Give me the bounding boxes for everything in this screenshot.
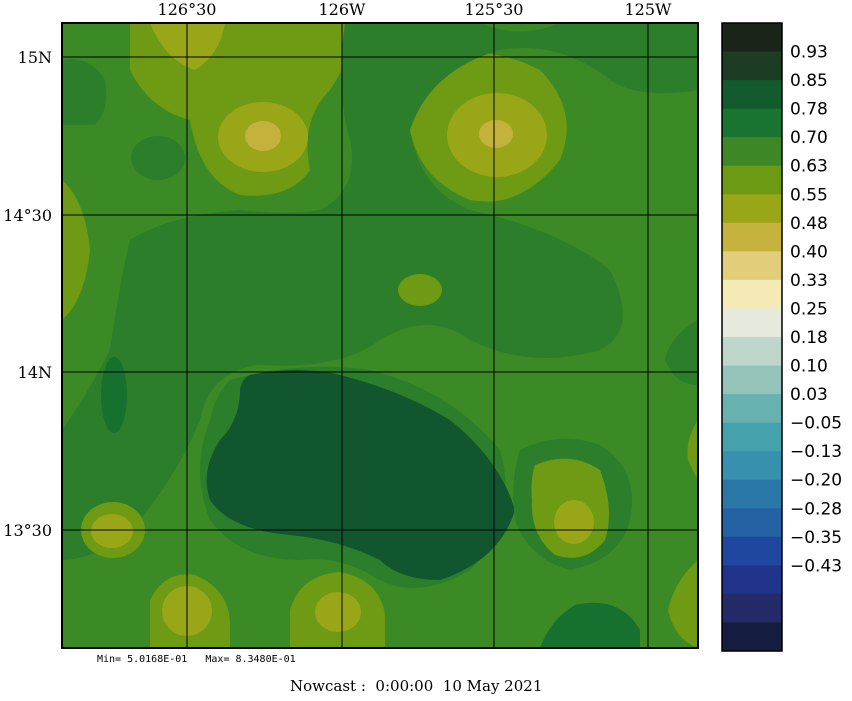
- colorbar-tick-label: 0.63: [790, 157, 828, 177]
- colorbar-tick-label: 0.03: [790, 385, 828, 405]
- band-l1: [245, 121, 281, 151]
- colorbar-swatch: [722, 308, 782, 338]
- colorbar-swatch: [722, 251, 782, 281]
- band-l3: [398, 274, 442, 306]
- band-l4: [460, 589, 519, 648]
- colorbar-swatch: [722, 451, 782, 481]
- colorbar-tick-label: 0.48: [790, 214, 828, 234]
- forecast-timestamp: Nowcast : 0:00:00 10 May 2021: [290, 677, 543, 695]
- band-l5: [131, 136, 185, 180]
- band-l7: [206, 370, 515, 580]
- map-gridlines: [62, 23, 698, 648]
- band-l6: [540, 602, 640, 648]
- x-axis-label: 125°30: [465, 0, 524, 19]
- colorbar-tick-label: −0.28: [790, 499, 842, 519]
- colorbar-swatch: [722, 222, 782, 252]
- colorbar-tick-label: 0.25: [790, 299, 828, 319]
- band-l5: [62, 59, 107, 125]
- colorbar-labels: 0.93 0.85 0.78 0.70 0.63 0.55 0.48 0.40 0.33 0.25…: [790, 43, 842, 577]
- colorbar-swatch: [722, 108, 782, 138]
- y-axis-label: 14N: [18, 363, 52, 382]
- band-l5: [665, 320, 698, 385]
- colorbar-tick-label: 0.85: [790, 71, 828, 91]
- colorbar-swatch: [722, 51, 782, 81]
- colorbar-tick-label: −0.13: [790, 442, 842, 462]
- colorbar-tick-label: −0.35: [790, 528, 842, 548]
- colorbar-swatch: [722, 479, 782, 509]
- colorbar-tick-label: −0.20: [790, 471, 842, 491]
- colorbar-tick-label: 0.93: [790, 43, 828, 63]
- colorbar-swatch: [722, 508, 782, 538]
- colorbar-swatch: [722, 536, 782, 566]
- colorbar-tick-label: 0.40: [790, 242, 828, 262]
- colorbar-tick-label: −0.43: [790, 556, 842, 576]
- y-axis-label: 14°30: [3, 206, 52, 225]
- band-l2: [91, 514, 133, 548]
- colorbar-swatch: [722, 365, 782, 395]
- colorbar-swatch: [722, 137, 782, 167]
- colorbar-tick-label: 0.55: [790, 185, 828, 205]
- band-l1: [479, 120, 513, 148]
- colorbar-swatch: [722, 165, 782, 195]
- y-axis-label: 15N: [18, 48, 52, 67]
- colorbar-swatch: [722, 337, 782, 367]
- min-max-stats: Min= 5.0168E-01 Max= 8.3480E-01: [97, 654, 296, 665]
- band-l6: [101, 357, 127, 433]
- colorbar-tick-label: 0.10: [790, 357, 828, 377]
- colorbar-swatch: [722, 422, 782, 452]
- colorbar-tick-label: 0.70: [790, 128, 828, 148]
- colorbar-tick-label: 0.33: [790, 271, 828, 291]
- colorbar-swatch: [722, 194, 782, 224]
- colorbar-swatch: [722, 279, 782, 309]
- colorbar-swatch: [722, 23, 782, 53]
- colorbar-frame: [721, 22, 783, 652]
- band-l2: [554, 500, 594, 544]
- y-axis-label: 13°30: [3, 521, 52, 540]
- band-l3: [668, 560, 698, 648]
- contour-map: [62, 23, 698, 648]
- colorbar-swatch: [722, 80, 782, 110]
- band-l5: [62, 23, 698, 560]
- colorbar-tick-label: 0.18: [790, 328, 828, 348]
- x-axis-label: 126°30: [158, 0, 217, 19]
- colorbar-swatch: [722, 593, 782, 623]
- band-l2: [315, 592, 361, 632]
- colorbar-swatch: [722, 394, 782, 424]
- colorbar: [721, 22, 783, 652]
- x-axis-label: 125W: [625, 0, 673, 19]
- x-axis-label: 126W: [319, 0, 367, 19]
- colorbar-swatch: [722, 622, 782, 652]
- colorbar-tick-label: 0.78: [790, 100, 828, 120]
- map-frame: [61, 22, 699, 649]
- colorbar-tick-label: −0.05: [790, 414, 842, 434]
- colorbar-swatch: [722, 565, 782, 595]
- band-l3: [687, 420, 698, 480]
